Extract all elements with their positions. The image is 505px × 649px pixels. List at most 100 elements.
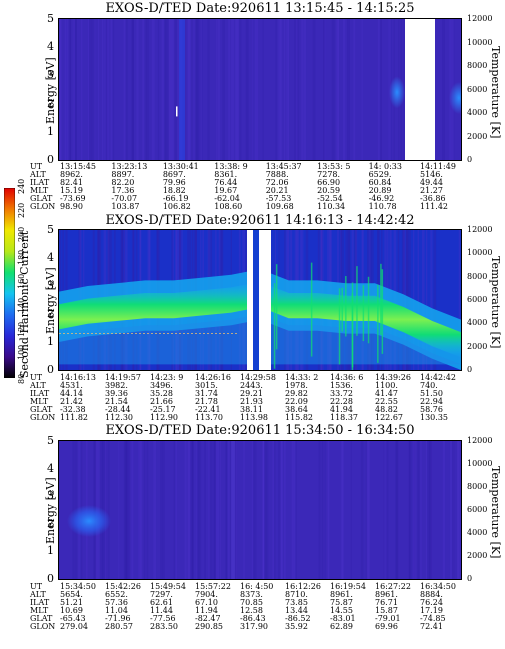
y-tick-label: 2 — [47, 516, 54, 530]
ephemeris-cell: -52.54 — [317, 194, 343, 203]
ephemeris-cell: 13:45:37 — [265, 162, 302, 171]
noise-streak — [59, 19, 62, 160]
gap-stripe — [253, 230, 259, 370]
y2-axis-label: Temperature [K] — [489, 256, 502, 349]
noise-streak — [127, 441, 130, 579]
ephemeris-cell: 29.21 — [240, 389, 263, 398]
noise-streak — [123, 19, 126, 160]
ephemeris-cell: 72.41 — [420, 622, 443, 631]
noise-streak — [278, 19, 281, 160]
noise-streak — [173, 441, 176, 579]
noise-streak — [234, 441, 237, 579]
ephemeris-cell: 8373. — [240, 590, 263, 599]
ephemeris-cell: 14:11:49 — [420, 162, 456, 171]
ephemeris-cell: 14:36: 6 — [330, 373, 364, 382]
ephemeris-cell: -62.04 — [214, 194, 240, 203]
noise-streak — [106, 19, 108, 160]
ephemeris-cell: 22.55 — [375, 397, 398, 406]
noise-streak — [107, 441, 110, 579]
noise-streak — [104, 19, 106, 160]
noise-streak — [287, 19, 290, 160]
ephemeris-cell: 21.27 — [420, 186, 443, 195]
ephemeris-cell: 15:34:50 — [60, 582, 96, 591]
band-spike — [275, 264, 278, 350]
ephemeris-cell: 79.96 — [162, 178, 186, 187]
noise-streak — [162, 441, 165, 579]
ephemeris-cell: 62.61 — [150, 598, 173, 607]
ephemeris-cell: 15:57:22 — [195, 582, 231, 591]
noise-streak — [254, 441, 257, 579]
band-spike — [356, 266, 358, 336]
ephemeris-cell: 14:19:57 — [105, 373, 141, 382]
ephemeris-cell: 8697. — [162, 170, 186, 179]
noise-streak — [187, 441, 191, 579]
hot-spot — [67, 505, 111, 538]
ephemeris-cell: 8961. — [330, 590, 353, 599]
ephemeris-cell: 75.87 — [330, 598, 353, 607]
noise-streak — [87, 19, 89, 160]
ephemeris-cell: 2443. — [240, 381, 263, 390]
ephemeris-row-label: UT — [30, 373, 43, 382]
ephemeris-cell: 13:30:41 — [162, 162, 199, 171]
ephemeris-cell: 7278. — [317, 170, 341, 179]
y2-tick-label: 10000 — [467, 459, 493, 468]
noise-streak — [101, 19, 104, 160]
noise-streak — [105, 19, 108, 160]
noise-streak — [291, 441, 294, 579]
noise-streak — [146, 441, 149, 579]
noise-streak — [413, 441, 415, 579]
spectrogram-plot — [59, 19, 461, 160]
y2-tick-label: 6000 — [467, 295, 488, 304]
noise-streak — [427, 441, 430, 579]
noise-streak — [187, 19, 191, 160]
ephemeris-cell: 130.35 — [420, 413, 448, 422]
bright-spot — [176, 106, 178, 117]
ephemeris-row-label: UT — [30, 582, 43, 591]
y2-tick-label: 6000 — [467, 84, 488, 94]
ephemeris-row-label: ILAT — [30, 598, 50, 607]
ephemeris-cell: 21.54 — [105, 397, 128, 406]
noise-streak — [124, 441, 128, 579]
noise-streak — [222, 19, 226, 160]
noise-streak — [328, 441, 330, 579]
noise-streak — [171, 19, 175, 160]
spectrogram-plot — [59, 441, 461, 579]
ephemeris-cell: 1536. — [330, 381, 353, 390]
noise-streak — [264, 441, 266, 579]
ephemeris-cell: 109.68 — [265, 202, 294, 211]
noise-streak — [146, 19, 150, 160]
noise-streak — [296, 19, 300, 160]
noise-streak — [430, 230, 433, 370]
noise-streak — [151, 19, 155, 160]
panel-title: EXOS-D/TED Date:920611 14:16:13 - 14:42:… — [105, 213, 415, 228]
noise-streak — [412, 441, 415, 579]
ephemeris-row-label: UT — [30, 162, 43, 171]
noise-streak — [275, 19, 277, 160]
ephemeris-cell: 3015. — [195, 381, 218, 390]
ephemeris-cell: 58.76 — [420, 405, 443, 414]
noise-streak — [106, 19, 109, 160]
noise-streak — [386, 441, 389, 579]
noise-streak — [420, 441, 422, 579]
noise-streak — [256, 19, 258, 160]
hot-spot — [389, 76, 405, 109]
noise-streak — [177, 19, 179, 160]
ephemeris-cell: 7297. — [150, 590, 173, 599]
data-gap — [259, 230, 271, 370]
ephemeris-cell: 29.82 — [285, 389, 308, 398]
ephemeris-cell: 11.44 — [150, 606, 173, 615]
band-spike — [351, 293, 354, 370]
band-spike — [273, 283, 276, 369]
ephemeris-cell: 108.60 — [214, 202, 243, 211]
ephemeris-cell: 13.44 — [285, 606, 308, 615]
ephemeris-cell: 76.71 — [375, 598, 398, 607]
noise-streak — [131, 19, 134, 160]
noise-streak — [200, 19, 203, 160]
noise-streak — [286, 19, 289, 160]
ephemeris-cell: 8897. — [111, 170, 135, 179]
noise-streak — [73, 19, 75, 160]
noise-streak — [208, 441, 210, 579]
noise-streak — [161, 19, 164, 160]
noise-streak — [193, 19, 195, 160]
ephemeris-cell: 41.47 — [375, 389, 398, 398]
